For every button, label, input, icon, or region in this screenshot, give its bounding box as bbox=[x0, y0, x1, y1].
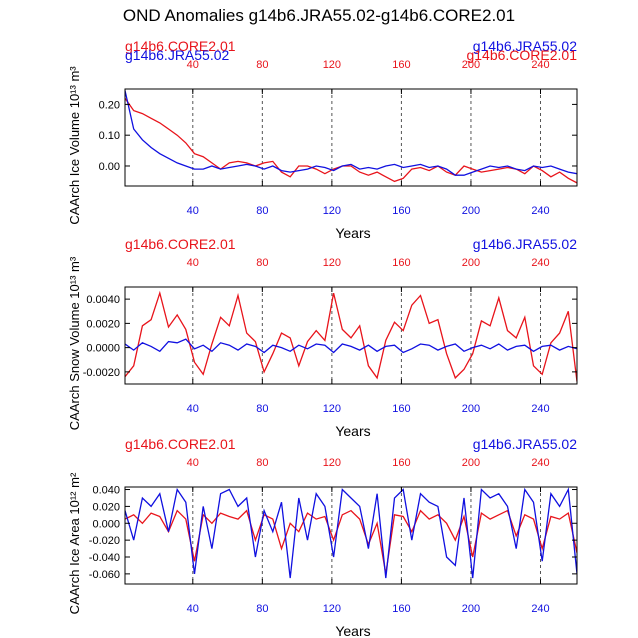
panel-1-xtick-label-bottom: 40 bbox=[187, 205, 199, 217]
panel-1-xtick-label-bottom: 240 bbox=[531, 205, 549, 217]
panel-3-xtick-label-bottom: 240 bbox=[531, 603, 549, 615]
panel-2-ytick-label: -0.0020 bbox=[83, 367, 120, 379]
panel-3-xtick-label-top: 80 bbox=[256, 457, 268, 469]
panel-3-ytick-label: -0.060 bbox=[89, 569, 120, 581]
panel-1-ylabel: CAArch Ice Volume 10¹³ m³ bbox=[67, 66, 82, 225]
panel-3-xtick-label-bottom: 40 bbox=[187, 603, 199, 615]
panel-2-series-jra-line bbox=[125, 338, 577, 354]
panel-1-xtick-label-bottom: 200 bbox=[462, 205, 480, 217]
panel-2-xtick-label-top: 240 bbox=[531, 257, 549, 269]
panel-1-frame bbox=[124, 88, 578, 187]
panel-1-xtick-label-bottom: 120 bbox=[323, 205, 341, 217]
panel-3-xtick-label-top: 40 bbox=[187, 457, 199, 469]
panel-1-xtick-label-top: 80 bbox=[256, 59, 268, 71]
panel-2-xtick-label-bottom: 120 bbox=[323, 403, 341, 415]
panel-2-xtick-label-bottom: 160 bbox=[392, 403, 410, 415]
panel-2-xtick-label-bottom: 200 bbox=[462, 403, 480, 415]
panel-3-xtick-label-bottom: 80 bbox=[256, 603, 268, 615]
panel-3-xtick-label-top: 120 bbox=[323, 457, 341, 469]
panel-1-xtick-label-top: 40 bbox=[187, 59, 199, 71]
panel-1-xtick-label-bottom: 160 bbox=[392, 205, 410, 217]
panel-3-xtick-label-top: 160 bbox=[392, 457, 410, 469]
panel-1-xtick-label-top: 120 bbox=[323, 59, 341, 71]
panel-3-xlabel: Years bbox=[335, 623, 370, 638]
panel-2-xtick-label-top: 200 bbox=[462, 257, 480, 269]
panel-1-ytick-label: 0.00 bbox=[99, 161, 120, 173]
panel-2-xlabel: Years bbox=[335, 423, 370, 439]
panel-2-xtick-label-top: 160 bbox=[392, 257, 410, 269]
panel-2-ytick-label: 0.0020 bbox=[86, 318, 120, 330]
panel-3-ytick-label: -0.040 bbox=[89, 552, 120, 564]
panel-2-ytick-label: 0.0040 bbox=[86, 294, 120, 306]
panel-1-series-core-line bbox=[125, 97, 577, 184]
panel-1-xtick-label-top: 240 bbox=[531, 59, 549, 71]
panel-1-label-jra-overlap: g14b6.JRA55.02 bbox=[125, 47, 230, 63]
panel-2-ytick-label: 0.0000 bbox=[86, 343, 120, 355]
panel-2-xtick-label-top: 80 bbox=[256, 257, 268, 269]
panel-3-xtick-label-bottom: 120 bbox=[323, 603, 341, 615]
panel-2-label-jra: g14b6.JRA55.02 bbox=[473, 236, 578, 252]
panel-2-series-core-line bbox=[125, 290, 577, 382]
panel-1-label-core-overlap: g14b6.CORE2.01 bbox=[466, 47, 577, 63]
panel-3-xtick-label-bottom: 200 bbox=[462, 603, 480, 615]
panel-3-series-jra-line bbox=[125, 487, 577, 579]
panel-3-frame bbox=[124, 486, 578, 585]
panel-2-xtick-label-bottom: 80 bbox=[256, 403, 268, 415]
panel-3-label-core: g14b6.CORE2.01 bbox=[125, 436, 236, 452]
panel-1-ytick-label: 0.10 bbox=[99, 130, 120, 142]
panel-3-ylabel: CAArch Ice Area 10¹² m² bbox=[67, 472, 82, 614]
panel-3-xtick-label-top: 240 bbox=[531, 457, 549, 469]
panel-2-xtick-label-bottom: 40 bbox=[187, 403, 199, 415]
panel-1-xlabel: Years bbox=[335, 225, 370, 241]
panel-3-ytick-label: 0.020 bbox=[92, 501, 120, 513]
panel-1-ytick-label: 0.20 bbox=[99, 99, 120, 111]
panel-1-xtick-label-bottom: 80 bbox=[256, 205, 268, 217]
panel-3-ytick-label: 0.040 bbox=[92, 485, 120, 497]
figure-title: OND Anomalies g14b6.JRA55.02-g14b6.CORE2… bbox=[122, 6, 516, 25]
panel-3-xtick-label-top: 200 bbox=[462, 457, 480, 469]
panel-1-label-jra: g14b6.JRA55.02 bbox=[473, 38, 578, 54]
panel-2-xtick-label-top: 40 bbox=[187, 257, 199, 269]
panel-1-label-core: g14b6.CORE2.01 bbox=[125, 38, 236, 54]
panel-2-xtick-label-top: 120 bbox=[323, 257, 341, 269]
panel-1-xtick-label-top: 160 bbox=[392, 59, 410, 71]
panel-2-label-core: g14b6.CORE2.01 bbox=[125, 236, 236, 252]
panel-1-series-jra-line bbox=[125, 90, 577, 176]
panel-2-xtick-label-bottom: 240 bbox=[531, 403, 549, 415]
panel-1-xtick-label-top: 200 bbox=[462, 59, 480, 71]
panel-3-ytick-label: -0.020 bbox=[89, 535, 120, 547]
panel-2-ylabel: CAArch Snow Volume 10¹³ m³ bbox=[67, 256, 82, 430]
panel-3-xtick-label-bottom: 160 bbox=[392, 603, 410, 615]
panel-3-ytick-label: 0.000 bbox=[92, 518, 120, 530]
panel-3-label-jra: g14b6.JRA55.02 bbox=[473, 436, 578, 452]
panel-2-frame bbox=[124, 286, 578, 385]
